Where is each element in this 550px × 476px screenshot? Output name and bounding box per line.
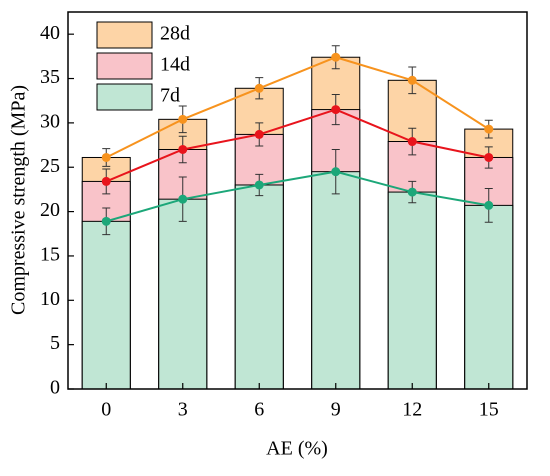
point xyxy=(407,137,417,147)
point xyxy=(484,152,494,162)
legend-label: 7d xyxy=(160,85,180,107)
y-tick-label: 10 xyxy=(40,288,60,310)
x-tick-label: 0 xyxy=(101,399,111,421)
series-line xyxy=(105,170,489,223)
point xyxy=(484,200,494,210)
bar xyxy=(311,171,361,390)
point xyxy=(101,216,111,226)
point xyxy=(407,75,417,85)
y-tick-label: 40 xyxy=(40,22,60,44)
legend-label: 14d xyxy=(160,54,190,76)
point xyxy=(101,176,111,186)
point xyxy=(331,105,341,115)
y-tick-label: 30 xyxy=(40,110,60,132)
x-tick-label: 15 xyxy=(479,399,499,421)
bar xyxy=(234,184,284,390)
bar xyxy=(464,204,514,390)
series-line xyxy=(105,108,489,183)
y-tick-label: 0 xyxy=(50,377,60,399)
y-axis-label: Compressive strength (MPa) xyxy=(8,85,30,315)
bar xyxy=(158,198,208,390)
point xyxy=(178,194,188,204)
point xyxy=(331,167,341,177)
legend-swatch xyxy=(96,52,153,80)
point xyxy=(101,152,111,162)
point xyxy=(254,83,264,93)
x-tick-label: 3 xyxy=(178,399,188,421)
y-tick-label: 5 xyxy=(50,332,60,354)
y-tick-label: 25 xyxy=(40,155,60,177)
point xyxy=(331,52,341,62)
bar xyxy=(387,191,437,390)
x-tick-label: 12 xyxy=(402,399,422,421)
y-tick-label: 15 xyxy=(40,244,60,266)
y-tick-label: 35 xyxy=(40,66,60,88)
x-tick-label: 9 xyxy=(331,399,341,421)
point xyxy=(178,144,188,154)
point xyxy=(484,124,494,134)
plot-frame xyxy=(67,11,528,390)
legend-swatch xyxy=(96,21,153,49)
legend-label: 28d xyxy=(160,23,190,45)
x-tick-label: 6 xyxy=(254,399,264,421)
point xyxy=(254,180,264,190)
series-line xyxy=(105,56,490,159)
point xyxy=(254,129,264,139)
bar xyxy=(81,220,131,390)
point xyxy=(178,114,188,124)
point xyxy=(407,187,417,197)
x-axis-label: AE (%) xyxy=(266,438,328,460)
y-tick-label: 20 xyxy=(40,199,60,221)
legend-swatch xyxy=(96,83,153,111)
